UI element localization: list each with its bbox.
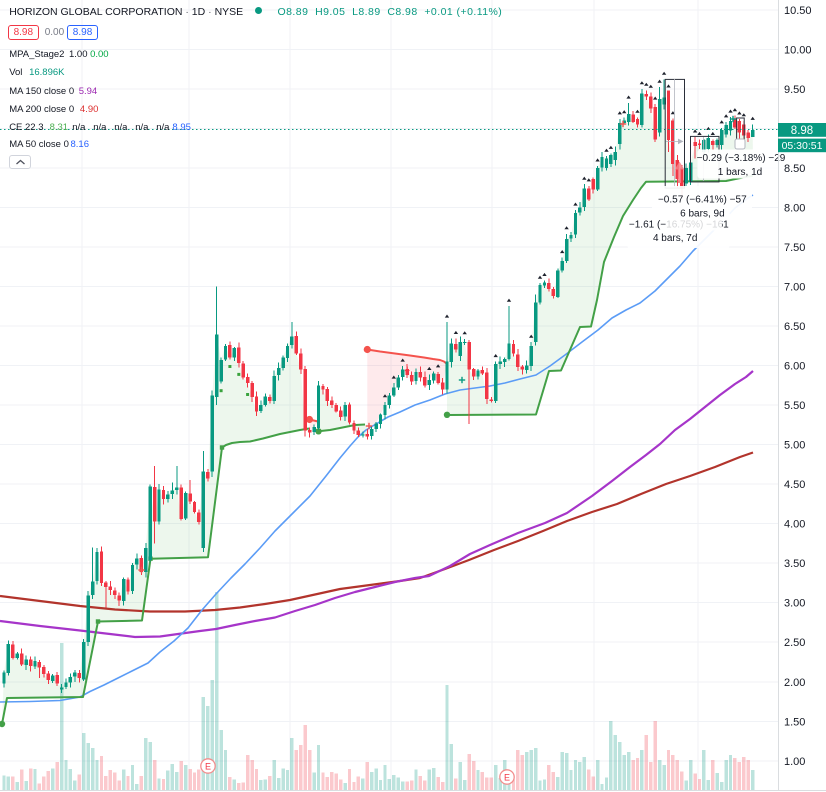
svg-text:4.00: 4.00 — [784, 519, 805, 531]
svg-text:8.00: 8.00 — [784, 202, 805, 214]
svg-text:−0.29 (−3.18%) −29: −0.29 (−3.18%) −29 — [697, 153, 786, 164]
svg-text:10.00: 10.00 — [784, 44, 812, 56]
svg-text:E: E — [205, 761, 211, 771]
svg-text:E: E — [504, 772, 510, 782]
svg-text:6.00: 6.00 — [784, 361, 805, 373]
svg-text:−0.57 (−6.41%) −57: −0.57 (−6.41%) −57 — [658, 195, 747, 206]
svg-text:8.98: 8.98 — [791, 125, 813, 137]
svg-text:10.50: 10.50 — [784, 5, 812, 17]
svg-text:2.50: 2.50 — [784, 637, 805, 649]
svg-text:7.50: 7.50 — [784, 242, 805, 254]
svg-text:1.50: 1.50 — [784, 716, 805, 728]
svg-text:4 bars, 7d: 4 bars, 7d — [653, 233, 697, 244]
svg-text:3.00: 3.00 — [784, 598, 805, 610]
svg-text:1.00: 1.00 — [784, 756, 805, 768]
svg-text:6 bars, 9d: 6 bars, 9d — [680, 209, 724, 220]
svg-text:5.50: 5.50 — [784, 400, 805, 412]
svg-text:05:30:51: 05:30:51 — [782, 140, 823, 152]
svg-text:4.50: 4.50 — [784, 479, 805, 491]
svg-text:6.50: 6.50 — [784, 321, 805, 333]
svg-text:9.50: 9.50 — [784, 84, 805, 96]
svg-text:5.00: 5.00 — [784, 440, 805, 452]
svg-text:2.00: 2.00 — [784, 677, 805, 689]
svg-text:8.50: 8.50 — [784, 163, 805, 175]
svg-text:1 bars, 1d: 1 bars, 1d — [718, 167, 762, 178]
svg-text:7.00: 7.00 — [784, 282, 805, 294]
svg-text:3.50: 3.50 — [784, 558, 805, 570]
